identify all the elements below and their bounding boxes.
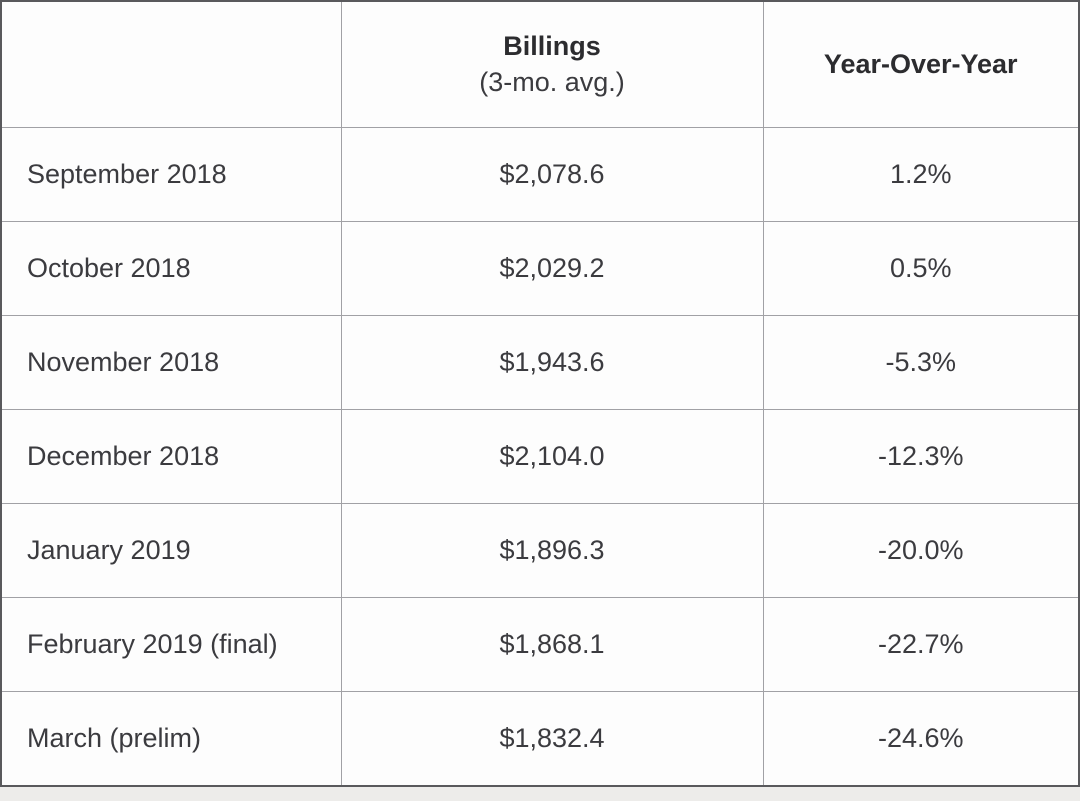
table-header-row: Billings (3-mo. avg.) Year-Over-Year <box>0 0 1080 128</box>
column-header-period <box>0 0 342 128</box>
period-cell: November 2018 <box>0 314 342 410</box>
column-header-billings-label: Billings <box>503 30 601 61</box>
billings-cell: $1,868.1 <box>340 597 764 693</box>
billings-cell: $1,943.6 <box>340 314 764 410</box>
period-cell: February 2019 (final) <box>0 597 342 693</box>
table-row: February 2019 (final) $1,868.1 -22.7% <box>0 597 1080 693</box>
table-row: January 2019 $1,896.3 -20.0% <box>0 503 1080 599</box>
table-row: November 2018 $1,943.6 -5.3% <box>0 314 1080 410</box>
period-cell: December 2018 <box>0 408 342 505</box>
column-header-billings: Billings (3-mo. avg.) <box>340 0 764 128</box>
yoy-cell: -22.7% <box>762 597 1080 693</box>
period-cell: September 2018 <box>0 126 342 222</box>
table-row: October 2018 $2,029.2 0.5% <box>0 220 1080 316</box>
yoy-cell: -5.3% <box>762 314 1080 410</box>
period-cell: January 2019 <box>0 503 342 599</box>
billings-cell: $1,832.4 <box>340 691 764 787</box>
period-cell: October 2018 <box>0 220 342 316</box>
column-header-billings-sublabel: (3-mo. avg.) <box>479 67 625 98</box>
table-row: September 2018 $2,078.6 1.2% <box>0 126 1080 222</box>
yoy-cell: 0.5% <box>762 220 1080 316</box>
table-row: March (prelim) $1,832.4 -24.6% <box>0 691 1080 787</box>
yoy-cell: -24.6% <box>762 691 1080 787</box>
column-header-yoy: Year-Over-Year <box>762 0 1080 128</box>
table-row: December 2018 $2,104.0 -12.3% <box>0 408 1080 505</box>
yoy-cell: -20.0% <box>762 503 1080 599</box>
billings-cell: $1,896.3 <box>340 503 764 599</box>
billings-cell: $2,078.6 <box>340 126 764 222</box>
yoy-cell: -12.3% <box>762 408 1080 505</box>
yoy-cell: 1.2% <box>762 126 1080 222</box>
period-cell: March (prelim) <box>0 691 342 787</box>
billings-cell: $2,104.0 <box>340 408 764 505</box>
billings-cell: $2,029.2 <box>340 220 764 316</box>
